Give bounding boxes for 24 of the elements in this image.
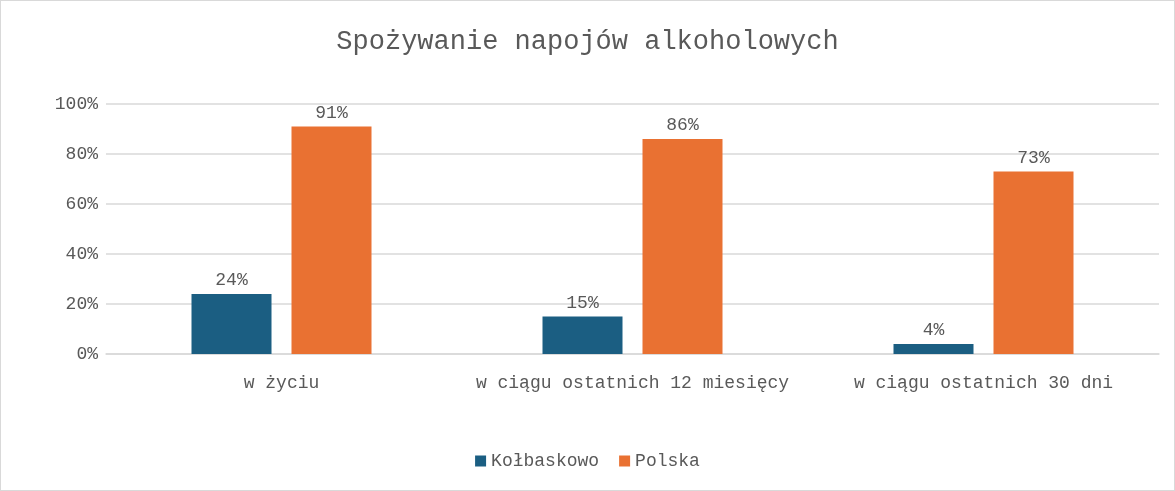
data-label: 73% — [1017, 147, 1050, 168]
legend-label: Kołbaskowo — [491, 451, 600, 471]
bar — [993, 171, 1074, 354]
y-tick-label: 60% — [65, 194, 99, 214]
data-label: 24% — [215, 270, 248, 290]
bar — [642, 139, 723, 354]
bar — [291, 126, 372, 354]
y-tick-label: 40% — [65, 244, 99, 264]
bar — [191, 294, 272, 354]
data-label: 86% — [666, 115, 699, 135]
chart-title: Spożywanie napojów alkoholowych — [336, 26, 839, 57]
y-tick-label: 0% — [76, 344, 99, 364]
x-tick-label: w ciągu ostatnich 30 dni — [853, 373, 1114, 393]
y-tick-label: 100% — [54, 94, 99, 114]
data-label: 4% — [922, 320, 945, 340]
bar — [893, 344, 974, 354]
legend-label: Polska — [635, 451, 701, 471]
x-tick-label: w życiu — [243, 373, 320, 393]
y-tick-label: 80% — [65, 144, 99, 164]
x-tick-label: w ciągu ostatnich 12 miesięcy — [475, 373, 790, 393]
bar — [542, 316, 623, 354]
data-label: 91% — [315, 102, 348, 123]
y-tick-label: 20% — [65, 294, 99, 314]
data-label: 15% — [566, 292, 599, 313]
